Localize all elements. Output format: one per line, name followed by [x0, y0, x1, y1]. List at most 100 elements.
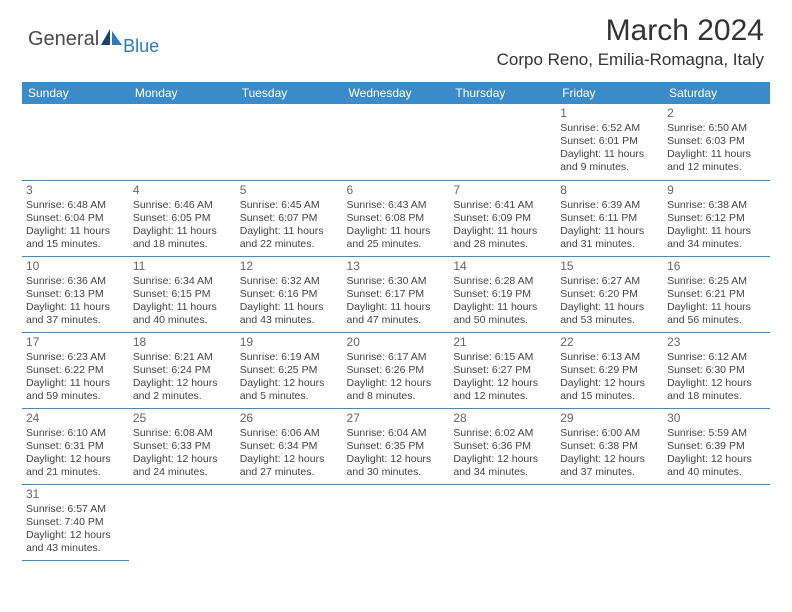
- calendar-day: 22Sunrise: 6:13 AMSunset: 6:29 PMDayligh…: [556, 332, 663, 408]
- calendar-day: 10Sunrise: 6:36 AMSunset: 6:13 PMDayligh…: [22, 256, 129, 332]
- calendar-row: 24Sunrise: 6:10 AMSunset: 6:31 PMDayligh…: [22, 408, 770, 484]
- sunrise-line: Sunrise: 6:21 AM: [133, 351, 232, 364]
- daylight-line: Daylight: 11 hours and 15 minutes.: [26, 225, 125, 251]
- sunrise-line: Sunrise: 6:25 AM: [667, 275, 766, 288]
- calendar-empty-cell: [22, 104, 129, 180]
- daylight-line: Daylight: 12 hours and 2 minutes.: [133, 377, 232, 403]
- calendar-empty-cell: [343, 104, 450, 180]
- sunset-line: Sunset: 6:05 PM: [133, 212, 232, 225]
- sunset-line: Sunset: 6:24 PM: [133, 364, 232, 377]
- calendar-day: 26Sunrise: 6:06 AMSunset: 6:34 PMDayligh…: [236, 408, 343, 484]
- day-number: 5: [240, 183, 339, 198]
- sunset-line: Sunset: 6:34 PM: [240, 440, 339, 453]
- calendar-empty-cell: [129, 484, 236, 560]
- daylight-line: Daylight: 11 hours and 25 minutes.: [347, 225, 446, 251]
- sunrise-line: Sunrise: 6:41 AM: [453, 199, 552, 212]
- day-number: 14: [453, 259, 552, 274]
- sunset-line: Sunset: 6:15 PM: [133, 288, 232, 301]
- daylight-line: Daylight: 11 hours and 18 minutes.: [133, 225, 232, 251]
- sunrise-line: Sunrise: 6:52 AM: [560, 122, 659, 135]
- weekday-header: Friday: [556, 82, 663, 104]
- calendar-body: 1Sunrise: 6:52 AMSunset: 6:01 PMDaylight…: [22, 104, 770, 560]
- daylight-line: Daylight: 12 hours and 30 minutes.: [347, 453, 446, 479]
- daylight-line: Daylight: 11 hours and 47 minutes.: [347, 301, 446, 327]
- calendar-day: 19Sunrise: 6:19 AMSunset: 6:25 PMDayligh…: [236, 332, 343, 408]
- weekday-header: Tuesday: [236, 82, 343, 104]
- daylight-line: Daylight: 11 hours and 9 minutes.: [560, 148, 659, 174]
- sunrise-line: Sunrise: 6:32 AM: [240, 275, 339, 288]
- sunrise-line: Sunrise: 6:12 AM: [667, 351, 766, 364]
- calendar-day: 9Sunrise: 6:38 AMSunset: 6:12 PMDaylight…: [663, 180, 770, 256]
- day-number: 18: [133, 335, 232, 350]
- calendar-day: 8Sunrise: 6:39 AMSunset: 6:11 PMDaylight…: [556, 180, 663, 256]
- day-number: 4: [133, 183, 232, 198]
- sunset-line: Sunset: 6:26 PM: [347, 364, 446, 377]
- calendar-day: 29Sunrise: 6:00 AMSunset: 6:38 PMDayligh…: [556, 408, 663, 484]
- calendar-row: 17Sunrise: 6:23 AMSunset: 6:22 PMDayligh…: [22, 332, 770, 408]
- calendar-day: 2Sunrise: 6:50 AMSunset: 6:03 PMDaylight…: [663, 104, 770, 180]
- sunrise-line: Sunrise: 6:57 AM: [26, 503, 125, 516]
- sunset-line: Sunset: 6:12 PM: [667, 212, 766, 225]
- sunrise-line: Sunrise: 6:08 AM: [133, 427, 232, 440]
- sunrise-line: Sunrise: 6:28 AM: [453, 275, 552, 288]
- sunset-line: Sunset: 6:09 PM: [453, 212, 552, 225]
- title-block: March 2024 Corpo Reno, Emilia-Romagna, I…: [497, 14, 764, 70]
- sunrise-line: Sunrise: 5:59 AM: [667, 427, 766, 440]
- calendar-day: 4Sunrise: 6:46 AMSunset: 6:05 PMDaylight…: [129, 180, 236, 256]
- logo-text-blue: Blue: [123, 36, 159, 57]
- sunset-line: Sunset: 7:40 PM: [26, 516, 125, 529]
- calendar-day: 25Sunrise: 6:08 AMSunset: 6:33 PMDayligh…: [129, 408, 236, 484]
- calendar-day: 11Sunrise: 6:34 AMSunset: 6:15 PMDayligh…: [129, 256, 236, 332]
- calendar-day: 16Sunrise: 6:25 AMSunset: 6:21 PMDayligh…: [663, 256, 770, 332]
- day-number: 10: [26, 259, 125, 274]
- daylight-line: Daylight: 12 hours and 8 minutes.: [347, 377, 446, 403]
- sunrise-line: Sunrise: 6:45 AM: [240, 199, 339, 212]
- day-number: 7: [453, 183, 552, 198]
- daylight-line: Daylight: 12 hours and 24 minutes.: [133, 453, 232, 479]
- day-number: 24: [26, 411, 125, 426]
- daylight-line: Daylight: 11 hours and 12 minutes.: [667, 148, 766, 174]
- calendar-day: 30Sunrise: 5:59 AMSunset: 6:39 PMDayligh…: [663, 408, 770, 484]
- sunset-line: Sunset: 6:16 PM: [240, 288, 339, 301]
- day-number: 12: [240, 259, 339, 274]
- sunset-line: Sunset: 6:01 PM: [560, 135, 659, 148]
- sunrise-line: Sunrise: 6:23 AM: [26, 351, 125, 364]
- sunrise-line: Sunrise: 6:36 AM: [26, 275, 125, 288]
- daylight-line: Daylight: 11 hours and 28 minutes.: [453, 225, 552, 251]
- daylight-line: Daylight: 12 hours and 18 minutes.: [667, 377, 766, 403]
- day-number: 16: [667, 259, 766, 274]
- sunset-line: Sunset: 6:21 PM: [667, 288, 766, 301]
- calendar-day: 5Sunrise: 6:45 AMSunset: 6:07 PMDaylight…: [236, 180, 343, 256]
- calendar-day: 7Sunrise: 6:41 AMSunset: 6:09 PMDaylight…: [449, 180, 556, 256]
- day-number: 6: [347, 183, 446, 198]
- sunrise-line: Sunrise: 6:15 AM: [453, 351, 552, 364]
- sunset-line: Sunset: 6:38 PM: [560, 440, 659, 453]
- weekday-header: Thursday: [449, 82, 556, 104]
- sunrise-line: Sunrise: 6:10 AM: [26, 427, 125, 440]
- sunset-line: Sunset: 6:08 PM: [347, 212, 446, 225]
- sunset-line: Sunset: 6:19 PM: [453, 288, 552, 301]
- sunrise-line: Sunrise: 6:00 AM: [560, 427, 659, 440]
- daylight-line: Daylight: 12 hours and 40 minutes.: [667, 453, 766, 479]
- sunset-line: Sunset: 6:30 PM: [667, 364, 766, 377]
- calendar-day: 3Sunrise: 6:48 AMSunset: 6:04 PMDaylight…: [22, 180, 129, 256]
- daylight-line: Daylight: 11 hours and 34 minutes.: [667, 225, 766, 251]
- sunrise-line: Sunrise: 6:46 AM: [133, 199, 232, 212]
- sunrise-line: Sunrise: 6:34 AM: [133, 275, 232, 288]
- calendar-day: 6Sunrise: 6:43 AMSunset: 6:08 PMDaylight…: [343, 180, 450, 256]
- daylight-line: Daylight: 11 hours and 40 minutes.: [133, 301, 232, 327]
- calendar-day: 20Sunrise: 6:17 AMSunset: 6:26 PMDayligh…: [343, 332, 450, 408]
- sunset-line: Sunset: 6:39 PM: [667, 440, 766, 453]
- calendar-day: 27Sunrise: 6:04 AMSunset: 6:35 PMDayligh…: [343, 408, 450, 484]
- sunset-line: Sunset: 6:25 PM: [240, 364, 339, 377]
- calendar-day: 12Sunrise: 6:32 AMSunset: 6:16 PMDayligh…: [236, 256, 343, 332]
- calendar-day: 18Sunrise: 6:21 AMSunset: 6:24 PMDayligh…: [129, 332, 236, 408]
- header: General Blue March 2024 Corpo Reno, Emil…: [0, 0, 792, 76]
- sunrise-line: Sunrise: 6:43 AM: [347, 199, 446, 212]
- sunrise-line: Sunrise: 6:04 AM: [347, 427, 446, 440]
- sunrise-line: Sunrise: 6:13 AM: [560, 351, 659, 364]
- day-number: 3: [26, 183, 125, 198]
- daylight-line: Daylight: 12 hours and 27 minutes.: [240, 453, 339, 479]
- sunset-line: Sunset: 6:29 PM: [560, 364, 659, 377]
- logo-text-general: General: [28, 28, 99, 51]
